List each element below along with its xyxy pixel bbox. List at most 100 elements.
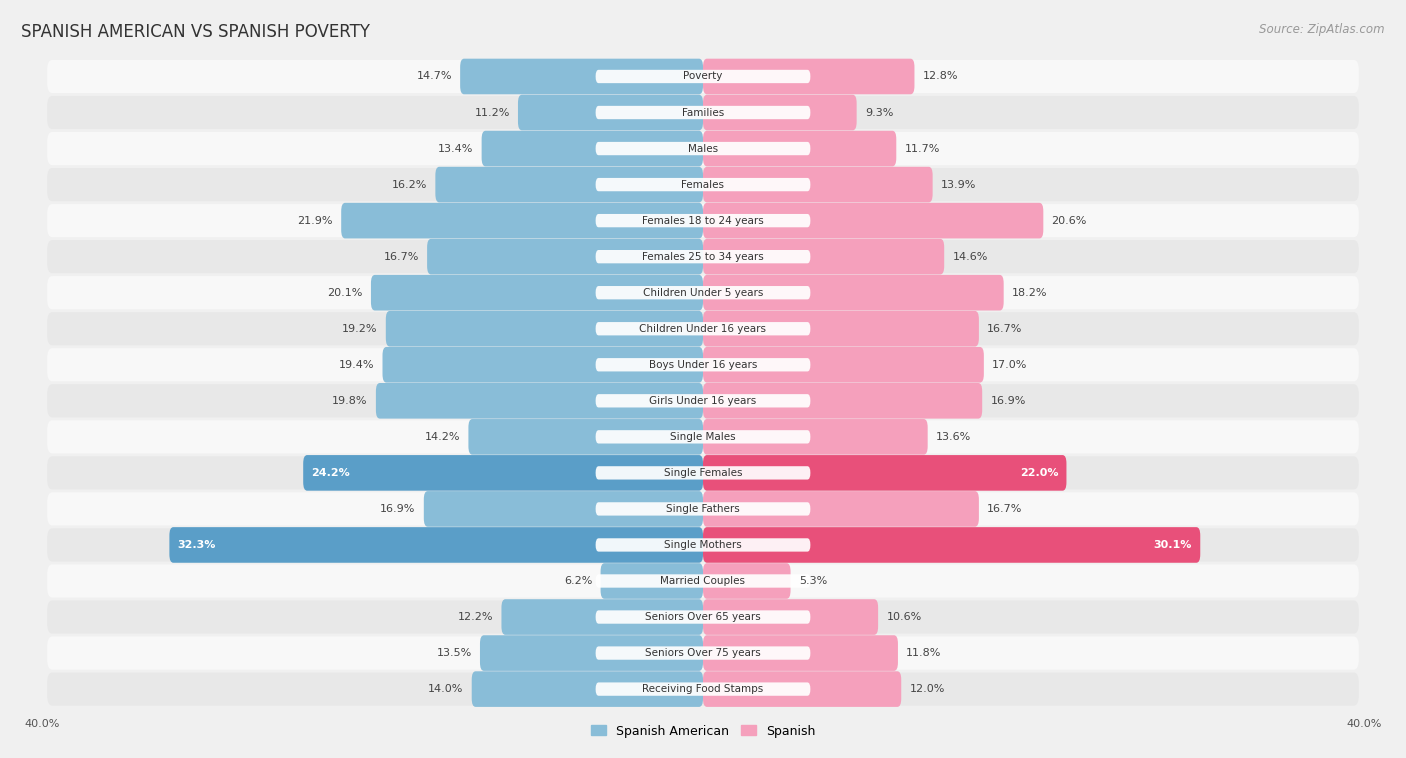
FancyBboxPatch shape [596, 178, 810, 191]
FancyBboxPatch shape [703, 563, 790, 599]
FancyBboxPatch shape [48, 565, 1358, 597]
Text: Children Under 16 years: Children Under 16 years [640, 324, 766, 334]
FancyBboxPatch shape [596, 610, 810, 624]
FancyBboxPatch shape [304, 455, 703, 490]
FancyBboxPatch shape [703, 600, 879, 635]
FancyBboxPatch shape [48, 456, 1358, 490]
FancyBboxPatch shape [596, 503, 810, 515]
Text: Boys Under 16 years: Boys Under 16 years [648, 360, 758, 370]
FancyBboxPatch shape [596, 394, 810, 408]
Text: Source: ZipAtlas.com: Source: ZipAtlas.com [1260, 23, 1385, 36]
Text: 13.9%: 13.9% [941, 180, 976, 190]
FancyBboxPatch shape [703, 347, 984, 383]
FancyBboxPatch shape [703, 383, 983, 418]
Text: 22.0%: 22.0% [1019, 468, 1059, 478]
Text: Children Under 5 years: Children Under 5 years [643, 288, 763, 298]
Text: Families: Families [682, 108, 724, 117]
FancyBboxPatch shape [48, 168, 1358, 201]
FancyBboxPatch shape [471, 672, 703, 707]
Text: Males: Males [688, 143, 718, 154]
FancyBboxPatch shape [48, 132, 1358, 165]
FancyBboxPatch shape [596, 358, 810, 371]
FancyBboxPatch shape [48, 60, 1358, 93]
FancyBboxPatch shape [427, 239, 703, 274]
Text: 13.4%: 13.4% [439, 143, 474, 154]
FancyBboxPatch shape [596, 466, 810, 480]
Text: 14.7%: 14.7% [416, 71, 451, 81]
Text: 19.8%: 19.8% [332, 396, 367, 406]
Text: Females 18 to 24 years: Females 18 to 24 years [643, 215, 763, 226]
Text: Poverty: Poverty [683, 71, 723, 81]
FancyBboxPatch shape [423, 491, 703, 527]
FancyBboxPatch shape [703, 58, 914, 94]
FancyBboxPatch shape [703, 203, 1043, 239]
FancyBboxPatch shape [703, 239, 945, 274]
Text: 16.7%: 16.7% [987, 504, 1022, 514]
Text: 11.7%: 11.7% [904, 143, 941, 154]
Text: 16.7%: 16.7% [987, 324, 1022, 334]
Text: 10.6%: 10.6% [886, 612, 921, 622]
Text: 12.8%: 12.8% [922, 71, 959, 81]
FancyBboxPatch shape [48, 204, 1358, 237]
FancyBboxPatch shape [48, 348, 1358, 381]
Text: Single Mothers: Single Mothers [664, 540, 742, 550]
FancyBboxPatch shape [596, 214, 810, 227]
FancyBboxPatch shape [703, 635, 898, 671]
FancyBboxPatch shape [342, 203, 703, 239]
FancyBboxPatch shape [48, 276, 1358, 309]
FancyBboxPatch shape [703, 130, 896, 166]
Text: 12.0%: 12.0% [910, 684, 945, 694]
Text: 19.4%: 19.4% [339, 360, 374, 370]
Text: 9.3%: 9.3% [865, 108, 893, 117]
FancyBboxPatch shape [48, 312, 1358, 346]
Text: Girls Under 16 years: Girls Under 16 years [650, 396, 756, 406]
Legend: Spanish American, Spanish: Spanish American, Spanish [585, 719, 821, 743]
FancyBboxPatch shape [596, 431, 810, 443]
Text: 24.2%: 24.2% [312, 468, 350, 478]
Text: Seniors Over 65 years: Seniors Over 65 years [645, 612, 761, 622]
FancyBboxPatch shape [596, 322, 810, 335]
Text: Married Couples: Married Couples [661, 576, 745, 586]
FancyBboxPatch shape [385, 311, 703, 346]
FancyBboxPatch shape [517, 95, 703, 130]
Text: Single Females: Single Females [664, 468, 742, 478]
Text: 30.1%: 30.1% [1154, 540, 1192, 550]
FancyBboxPatch shape [596, 250, 810, 263]
Text: Females: Females [682, 180, 724, 190]
FancyBboxPatch shape [48, 528, 1358, 562]
Text: 21.9%: 21.9% [298, 215, 333, 226]
FancyBboxPatch shape [48, 493, 1358, 525]
Text: SPANISH AMERICAN VS SPANISH POVERTY: SPANISH AMERICAN VS SPANISH POVERTY [21, 23, 370, 41]
Text: 16.7%: 16.7% [384, 252, 419, 262]
Text: Single Fathers: Single Fathers [666, 504, 740, 514]
Text: 13.5%: 13.5% [436, 648, 471, 658]
FancyBboxPatch shape [600, 563, 703, 599]
Text: 16.9%: 16.9% [990, 396, 1026, 406]
FancyBboxPatch shape [596, 538, 810, 552]
Text: 16.9%: 16.9% [380, 504, 416, 514]
FancyBboxPatch shape [703, 95, 856, 130]
FancyBboxPatch shape [703, 672, 901, 707]
FancyBboxPatch shape [375, 383, 703, 418]
FancyBboxPatch shape [382, 347, 703, 383]
Text: 17.0%: 17.0% [993, 360, 1028, 370]
FancyBboxPatch shape [48, 384, 1358, 418]
Text: 20.1%: 20.1% [328, 288, 363, 298]
FancyBboxPatch shape [703, 455, 1066, 490]
FancyBboxPatch shape [596, 575, 810, 587]
FancyBboxPatch shape [48, 637, 1358, 669]
FancyBboxPatch shape [48, 420, 1358, 453]
FancyBboxPatch shape [596, 682, 810, 696]
FancyBboxPatch shape [371, 275, 703, 311]
Text: 12.2%: 12.2% [458, 612, 494, 622]
Text: 20.6%: 20.6% [1052, 215, 1087, 226]
FancyBboxPatch shape [703, 491, 979, 527]
Text: 14.0%: 14.0% [427, 684, 464, 694]
FancyBboxPatch shape [48, 672, 1358, 706]
Text: Seniors Over 75 years: Seniors Over 75 years [645, 648, 761, 658]
Text: Single Males: Single Males [671, 432, 735, 442]
FancyBboxPatch shape [479, 635, 703, 671]
Text: 6.2%: 6.2% [564, 576, 592, 586]
FancyBboxPatch shape [703, 167, 932, 202]
FancyBboxPatch shape [596, 142, 810, 155]
